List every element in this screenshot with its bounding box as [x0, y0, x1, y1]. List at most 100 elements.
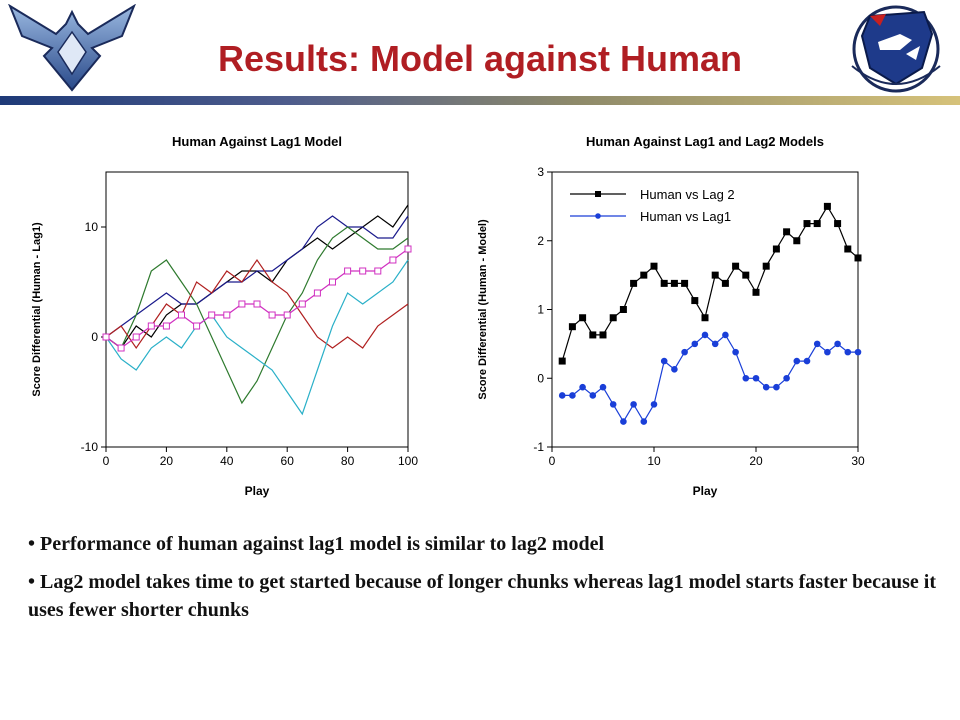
x-tick-label: 100	[398, 454, 418, 468]
data-point	[313, 289, 321, 297]
data-point	[793, 357, 801, 365]
data-point	[568, 323, 576, 331]
data-point	[793, 237, 801, 245]
data-point	[670, 279, 678, 287]
x-tick-label: 40	[220, 454, 234, 468]
title-divider	[0, 96, 960, 105]
data-point	[238, 300, 246, 308]
data-point	[823, 202, 831, 210]
data-point	[783, 228, 791, 236]
plot-frame	[105, 171, 409, 448]
data-point	[117, 344, 125, 352]
data-point	[579, 314, 587, 322]
data-point	[752, 374, 760, 382]
data-point	[630, 401, 637, 408]
data-point	[671, 366, 678, 373]
data-point	[701, 314, 709, 322]
data-point	[844, 245, 852, 253]
data-point	[834, 220, 842, 228]
y-tick-label: 3	[537, 165, 544, 179]
data-point	[660, 357, 668, 365]
air-force-logo	[8, 4, 136, 92]
slide-title: Results: Model against Human	[217, 38, 743, 79]
data-point	[599, 331, 607, 339]
y-tick-label: 0	[537, 371, 544, 385]
bullet-list: • Performance of human against lag1 mode…	[28, 533, 938, 624]
series-line-6	[105, 248, 409, 349]
legend-label: Human vs Lag1	[640, 209, 731, 224]
data-point	[681, 279, 689, 287]
y-tick-label: 0	[91, 330, 98, 344]
x-tick-label: 30	[851, 454, 865, 468]
bullet-1: • Performance of human against lag1 mode…	[28, 533, 605, 555]
data-point	[691, 340, 699, 348]
legend-marker	[595, 213, 601, 219]
data-point	[803, 220, 811, 228]
data-point	[722, 331, 729, 339]
data-point	[650, 262, 658, 270]
afosr-logo	[851, 5, 941, 93]
data-point	[854, 348, 862, 356]
data-point	[329, 278, 336, 286]
data-point	[813, 220, 821, 228]
series-line-3	[105, 226, 409, 405]
data-point	[253, 300, 261, 308]
data-point	[813, 340, 821, 348]
data-point	[298, 300, 306, 308]
legend-label: Human vs Lag 2	[640, 187, 735, 202]
data-point	[762, 383, 770, 391]
data-point	[660, 279, 668, 287]
bullet-1-text: Performance of human against lag1 model …	[40, 533, 605, 555]
chart-human-vs-lag1: Human Against Lag1 Model 0 20 40 60 80 100 -10 0…	[31, 134, 418, 498]
data-point	[783, 374, 790, 382]
data-point	[283, 311, 291, 319]
data-point	[268, 311, 276, 319]
x-axis-label: Play	[245, 484, 270, 498]
x-tick-label: 80	[341, 454, 355, 468]
chart-title: Human Against Lag1 and Lag2 Models	[586, 134, 824, 149]
data-point	[569, 392, 576, 399]
data-point	[711, 340, 719, 348]
data-point	[640, 418, 648, 425]
series-line-4	[105, 258, 409, 350]
bullet-2-text: Lag2 model takes time to get started bec…	[28, 571, 937, 621]
data-point	[619, 306, 627, 313]
series-line-2	[562, 333, 858, 423]
data-point	[620, 418, 627, 425]
y-axis-label: Score Differential (Human - Model)	[477, 219, 489, 400]
data-point	[803, 357, 811, 365]
x-tick-label: 60	[281, 454, 295, 468]
data-point	[742, 374, 750, 382]
data-point	[854, 254, 862, 262]
data-point	[701, 331, 709, 339]
data-point	[558, 392, 566, 399]
data-point	[102, 333, 110, 341]
x-tick-label: 10	[647, 454, 661, 468]
data-point	[589, 392, 597, 399]
legend-marker	[595, 191, 601, 197]
data-point	[650, 401, 658, 408]
data-point	[691, 297, 699, 305]
data-point	[359, 267, 367, 275]
data-point	[762, 262, 770, 270]
data-point	[773, 383, 780, 391]
data-point	[732, 348, 739, 356]
data-point	[742, 271, 750, 279]
data-point	[193, 322, 201, 330]
y-tick-label: 2	[537, 234, 544, 248]
data-point	[589, 331, 597, 339]
data-point	[721, 279, 729, 287]
y-tick-label: 10	[85, 220, 99, 234]
y-tick-label: -1	[533, 440, 544, 454]
data-point	[609, 401, 617, 408]
data-point	[344, 267, 352, 275]
data-point	[558, 357, 566, 365]
data-point	[389, 256, 397, 264]
series-line-2	[105, 215, 409, 338]
data-point	[162, 322, 170, 330]
data-point	[681, 348, 688, 356]
data-point	[844, 348, 852, 356]
data-point	[579, 383, 586, 391]
data-point	[752, 288, 760, 296]
y-tick-label: -10	[81, 440, 99, 454]
